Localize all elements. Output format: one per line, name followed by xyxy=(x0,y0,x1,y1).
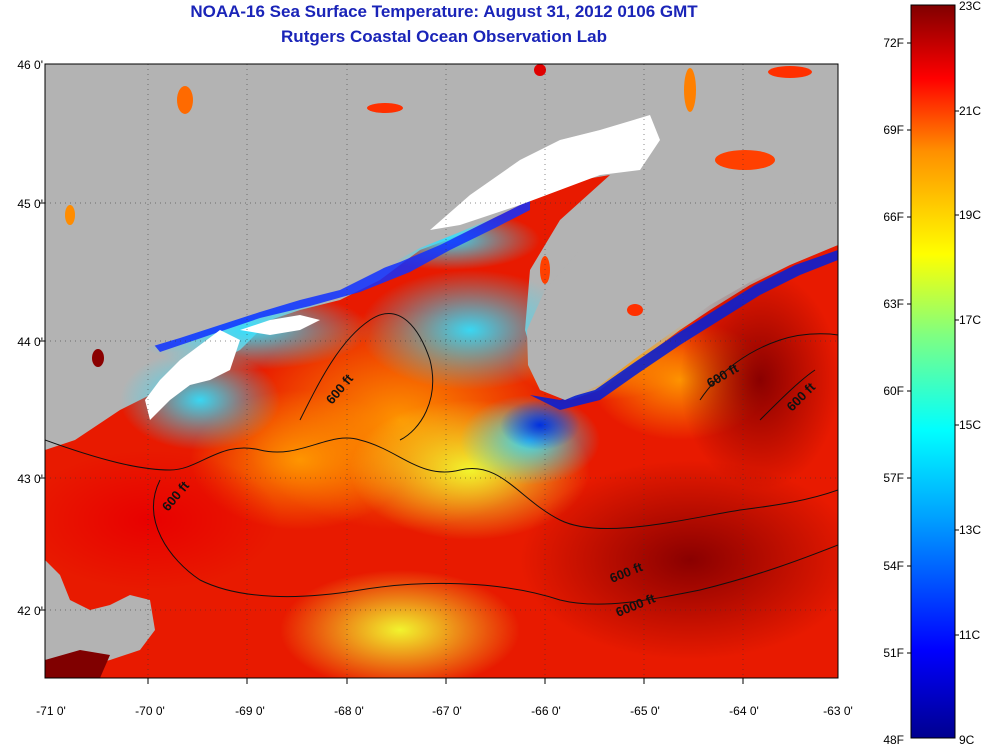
lat-tick-label: 42 0' xyxy=(17,604,43,618)
c-tick-label: 23C xyxy=(959,0,981,13)
lon-tick-label: -64 0' xyxy=(729,704,759,718)
lon-tick-label: -71 0' xyxy=(36,704,66,718)
f-tick-label: 54F xyxy=(883,559,904,573)
latitude-axis: 46 0' 45 0' 44 0' 43 0' 42 0' xyxy=(17,58,43,618)
colorbar-celsius-axis: 23C 21C 19C 17C 15C 13C 11C 9C xyxy=(959,0,981,747)
lon-tick-label: -67 0' xyxy=(432,704,462,718)
c-tick-label: 13C xyxy=(959,523,981,537)
lat-tick-label: 44 0' xyxy=(17,335,43,349)
c-tick-label: 17C xyxy=(959,313,981,327)
f-tick-label: 48F xyxy=(883,733,904,747)
lon-tick-label: -70 0' xyxy=(135,704,165,718)
f-tick-label: 57F xyxy=(883,471,904,485)
c-tick-label: 21C xyxy=(959,104,981,118)
lat-tick-label: 45 0' xyxy=(17,197,43,211)
lon-tick-label: -69 0' xyxy=(235,704,265,718)
c-tick-label: 11C xyxy=(959,628,980,642)
c-tick-label: 19C xyxy=(959,208,981,222)
bathymetry-contours xyxy=(45,313,838,605)
cloud-patches xyxy=(430,115,660,230)
map-tick-marks xyxy=(39,202,744,684)
f-tick-label: 69F xyxy=(883,123,904,137)
f-tick-label: 66F xyxy=(883,210,904,224)
colorbar-fahrenheit-axis: 72F 69F 66F 63F 60F 57F 54F 51F 48F xyxy=(883,36,904,747)
lon-tick-label: -65 0' xyxy=(630,704,660,718)
lon-tick-label: -63 0' xyxy=(823,704,853,718)
colorbar-ticks xyxy=(907,42,959,654)
f-tick-label: 51F xyxy=(883,646,904,660)
map-subtitle: Rutgers Coastal Ocean Observation Lab xyxy=(281,27,607,46)
longitude-axis: -71 0' -70 0' -69 0' -68 0' -67 0' -66 0… xyxy=(36,704,853,718)
c-tick-label: 9C xyxy=(959,733,975,747)
lon-tick-label: -66 0' xyxy=(531,704,561,718)
map-area xyxy=(45,64,838,678)
cape-cod-land xyxy=(45,560,155,675)
colorbar xyxy=(910,4,956,739)
grid-lines xyxy=(45,64,838,678)
c-tick-label: 15C xyxy=(959,418,981,432)
lat-tick-label: 43 0' xyxy=(17,472,43,486)
map-title: NOAA-16 Sea Surface Temperature: August … xyxy=(190,2,698,21)
f-tick-label: 63F xyxy=(883,297,904,311)
map-frame xyxy=(44,63,839,679)
f-tick-label: 72F xyxy=(883,36,904,50)
lon-tick-label: -68 0' xyxy=(334,704,364,718)
nova-scotia-land xyxy=(527,190,838,400)
lat-tick-label: 46 0' xyxy=(17,58,43,72)
f-tick-label: 60F xyxy=(883,384,904,398)
